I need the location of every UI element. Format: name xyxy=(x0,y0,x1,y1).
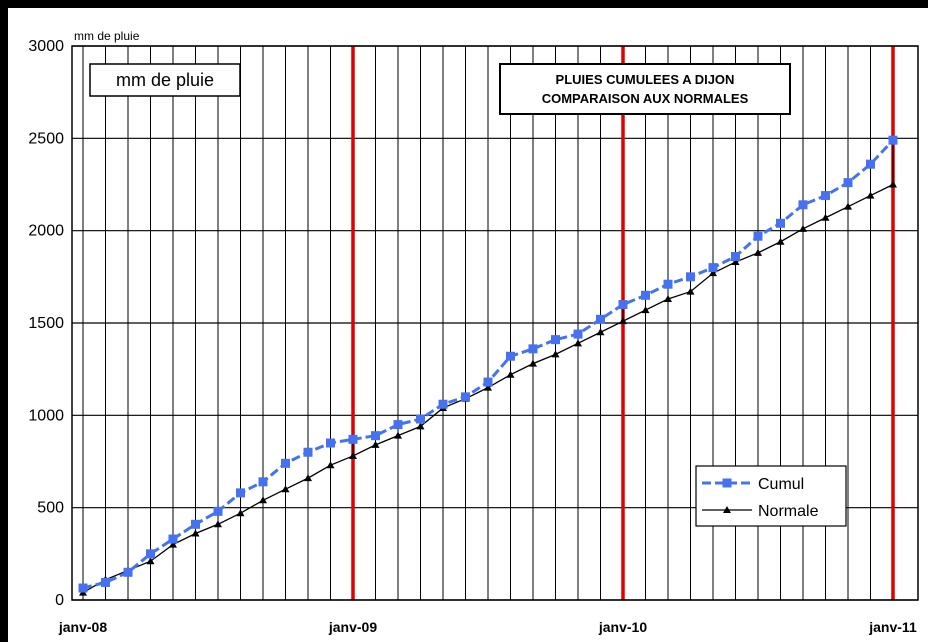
cumul-point xyxy=(663,279,673,289)
normale-point xyxy=(506,370,515,378)
normale-point xyxy=(844,202,852,210)
cumul-point xyxy=(393,420,403,430)
x-tick-label: janv-11 xyxy=(868,619,917,635)
cumul-point xyxy=(371,431,380,441)
cumul-point xyxy=(618,300,628,310)
cumul-point xyxy=(461,392,470,402)
chart-title-line: PLUIES CUMULEES A DIJON xyxy=(556,72,735,87)
x-tick-label: janv-10 xyxy=(598,619,647,635)
title-box xyxy=(499,63,791,115)
normale-point xyxy=(349,451,357,459)
normale-point xyxy=(641,306,650,314)
cumul-point xyxy=(596,314,605,324)
normale-point xyxy=(619,317,627,325)
y-tick-label: 3000 xyxy=(28,38,64,55)
normale-point xyxy=(214,520,222,528)
cumul-point xyxy=(326,438,335,448)
normale-point xyxy=(686,287,695,295)
normale-point xyxy=(799,224,807,232)
normale-point xyxy=(281,485,290,493)
normale-point xyxy=(304,474,312,482)
normale-point xyxy=(754,248,762,256)
cumul-point xyxy=(281,458,290,468)
cumul-point xyxy=(438,399,448,409)
legend-label-normale: Normale xyxy=(758,503,819,520)
chart-frame: 0 500 1000 1500 2000 2500 3000 janv-08 janv-09 ja… xyxy=(8,8,928,642)
y-tick-label: 2500 xyxy=(28,130,64,147)
cumul-point xyxy=(213,506,223,516)
normale-point xyxy=(259,496,267,504)
cumul-point xyxy=(101,577,110,587)
normale-point xyxy=(371,440,380,448)
normale-point xyxy=(709,269,717,277)
cumul-point xyxy=(236,488,245,498)
legend xyxy=(695,465,847,527)
cumul-point xyxy=(191,519,200,529)
legend-label-cumul: Cumul xyxy=(758,476,804,493)
cumul-point xyxy=(798,200,808,210)
legend-marker-cumul xyxy=(722,478,732,488)
cumul-point xyxy=(866,159,875,169)
cumul-point xyxy=(483,377,493,387)
normale-point xyxy=(146,557,155,565)
cumul-point xyxy=(123,567,133,577)
unit-box-label: mm de pluie xyxy=(116,70,214,90)
cumul-point xyxy=(753,231,763,241)
cumul-point xyxy=(731,252,740,262)
unit-box xyxy=(89,63,241,97)
cumul-point xyxy=(528,344,538,354)
normale-point xyxy=(731,258,740,266)
normale-point xyxy=(551,350,560,358)
y-unit-label: mm de pluie xyxy=(74,29,140,43)
cumul-point xyxy=(843,178,853,188)
cumul-point xyxy=(708,263,718,273)
cumul-point xyxy=(821,191,830,201)
cumul-point xyxy=(78,583,88,593)
cumul-point xyxy=(641,290,650,300)
chart-title-line: COMPARAISON AUX NORMALES xyxy=(542,91,749,106)
normale-point xyxy=(416,422,425,430)
normale-point xyxy=(326,461,335,469)
normale-point xyxy=(889,180,897,188)
cumul-point xyxy=(168,534,178,544)
normale-point xyxy=(776,237,785,245)
cumul-point xyxy=(416,414,425,424)
normale-point xyxy=(866,191,875,199)
x-tick-label: janv-09 xyxy=(328,619,377,635)
cumul-point xyxy=(348,434,358,444)
cumul-point xyxy=(506,351,515,361)
y-tick-label: 2000 xyxy=(28,223,64,240)
normale-point xyxy=(191,529,200,537)
cumul-point xyxy=(686,272,695,282)
normale-point xyxy=(821,213,830,221)
y-tick-label: 1500 xyxy=(28,315,64,332)
cumul-point xyxy=(258,477,268,487)
cumul-point xyxy=(888,135,898,145)
cumul-point xyxy=(146,549,155,559)
normale-point xyxy=(574,339,582,347)
cumul-point xyxy=(776,218,785,228)
normale-point xyxy=(169,540,177,548)
legend-marker-normale xyxy=(723,506,731,513)
normale-point xyxy=(529,359,537,367)
chart: 0 500 1000 1500 2000 2500 3000 janv-08 janv-09 ja… xyxy=(28,29,919,635)
normale-point xyxy=(596,328,605,336)
cumul-point xyxy=(551,335,560,345)
cumul-point xyxy=(303,447,313,457)
normale-point xyxy=(664,294,672,302)
y-tick-label: 500 xyxy=(37,500,64,517)
cumul-point xyxy=(573,329,583,339)
y-tick-label: 0 xyxy=(55,592,64,609)
x-tick-label: janv-08 xyxy=(58,619,107,635)
normale-point xyxy=(236,509,245,517)
normale-point xyxy=(394,431,402,439)
y-tick-label: 1000 xyxy=(28,407,64,424)
plot-border xyxy=(71,45,919,601)
normale-point xyxy=(484,383,492,391)
